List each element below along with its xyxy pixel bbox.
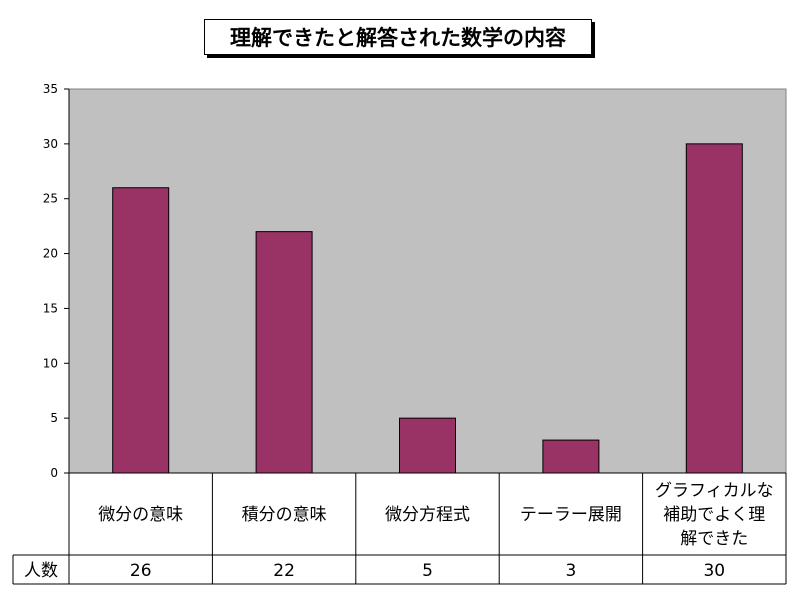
chart-title: 理解できたと解答された数学の内容 [204, 19, 592, 55]
category-label: 解できた [680, 529, 748, 549]
category-label: 微分の意味 [98, 505, 183, 525]
table-value: 3 [565, 561, 576, 581]
y-tick-label: 10 [43, 356, 58, 370]
y-tick-label: 15 [43, 301, 58, 315]
table-value: 30 [703, 561, 725, 581]
y-tick-label: 25 [43, 192, 58, 206]
bar [255, 231, 313, 474]
category-label: 補助でよく理 [663, 505, 765, 525]
category-label: 積分の意味 [242, 505, 327, 525]
category-label: グラフィカルな [655, 481, 774, 501]
category-label: 微分方程式 [385, 505, 470, 525]
table-value: 5 [422, 561, 433, 581]
bar [542, 439, 600, 474]
bar [399, 417, 456, 474]
table-value: 26 [130, 561, 152, 581]
table-row-label: 人数 [24, 561, 58, 581]
plot-area [68, 88, 787, 474]
category-label: テーラー展開 [520, 505, 622, 525]
y-tick-label: 20 [43, 247, 58, 261]
y-tick-label: 35 [43, 82, 58, 96]
bar [112, 187, 170, 474]
y-tick-label: 0 [50, 466, 58, 480]
y-tick-label: 30 [43, 137, 58, 151]
bar [685, 143, 743, 474]
y-tick-label: 5 [50, 411, 58, 425]
table-value: 22 [273, 561, 295, 581]
